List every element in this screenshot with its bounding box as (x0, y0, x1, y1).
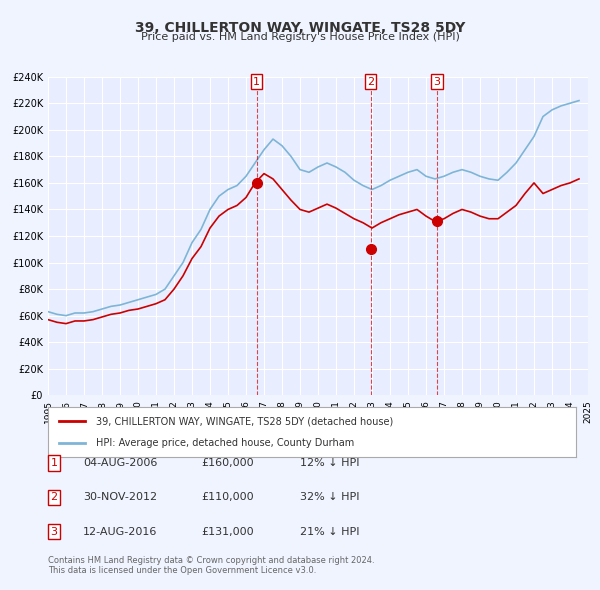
Text: 3: 3 (50, 527, 58, 536)
Text: 1: 1 (50, 458, 58, 468)
Text: 32% ↓ HPI: 32% ↓ HPI (300, 493, 360, 502)
Text: 3: 3 (433, 77, 440, 87)
Text: 30-NOV-2012: 30-NOV-2012 (83, 493, 157, 502)
Text: 2: 2 (367, 77, 374, 87)
Text: 12-AUG-2016: 12-AUG-2016 (83, 527, 157, 536)
Text: 12% ↓ HPI: 12% ↓ HPI (300, 458, 360, 468)
Text: 2: 2 (50, 493, 58, 502)
Text: £160,000: £160,000 (202, 458, 254, 468)
Text: 39, CHILLERTON WAY, WINGATE, TS28 5DY (detached house): 39, CHILLERTON WAY, WINGATE, TS28 5DY (d… (95, 416, 393, 426)
Text: £131,000: £131,000 (202, 527, 254, 536)
Text: 04-AUG-2006: 04-AUG-2006 (83, 458, 157, 468)
Text: Contains HM Land Registry data © Crown copyright and database right 2024.
This d: Contains HM Land Registry data © Crown c… (48, 556, 374, 575)
Text: HPI: Average price, detached house, County Durham: HPI: Average price, detached house, Coun… (95, 438, 354, 448)
Text: 21% ↓ HPI: 21% ↓ HPI (300, 527, 360, 536)
Text: 1: 1 (253, 77, 260, 87)
Text: 39, CHILLERTON WAY, WINGATE, TS28 5DY: 39, CHILLERTON WAY, WINGATE, TS28 5DY (135, 21, 465, 35)
Text: £110,000: £110,000 (202, 493, 254, 502)
Text: Price paid vs. HM Land Registry's House Price Index (HPI): Price paid vs. HM Land Registry's House … (140, 32, 460, 42)
